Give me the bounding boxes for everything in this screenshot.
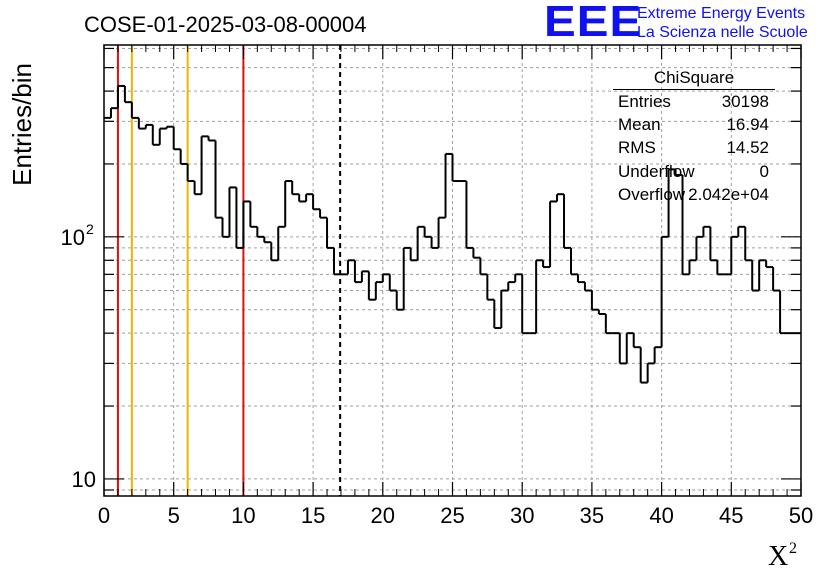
- axis-labels: Entries/bin X 2 0 5 10 15 20 25 30 35 40 45 501010…: [7, 63, 813, 572]
- grid: [104, 45, 801, 496]
- x-tick-label: 20: [371, 503, 395, 528]
- stats-title: ChiSquare: [613, 67, 775, 90]
- y-tick-label: 10: [61, 225, 85, 250]
- stats-value: 14.52: [726, 138, 769, 158]
- stats-value: 2.042e+04: [688, 184, 769, 204]
- page-title: COSE-01-2025-03-08-00004: [84, 12, 367, 37]
- x-tick-label: 50: [789, 503, 813, 528]
- x-tick-label: 15: [301, 503, 325, 528]
- x-axis-title-superscript: 2: [789, 540, 797, 557]
- eee-logo: EEE Extreme Energy Events La Scienza nel…: [544, 0, 834, 46]
- x-tick-label: 5: [168, 503, 180, 528]
- histogram: [104, 84, 801, 384]
- stats-label: Underflow: [618, 161, 695, 181]
- stats-label: RMS: [618, 138, 656, 158]
- x-tick-label: 30: [510, 503, 534, 528]
- stats-label: Overflow: [618, 184, 686, 204]
- logo-line-1: Extreme Energy Events: [637, 5, 806, 22]
- stats-label: Mean: [618, 115, 661, 135]
- stats-row-mean: Mean 16.94: [611, 113, 775, 136]
- stats-value: 30198: [721, 92, 769, 111]
- x-tick-label: 40: [649, 503, 673, 528]
- stats-value: 16.94: [726, 115, 769, 135]
- x-tick-label: 10: [231, 503, 255, 528]
- vertical-markers: [116, 45, 342, 496]
- axis-ticks: [103, 45, 802, 496]
- logo-line-2: La Scienza nelle Scuole: [637, 24, 808, 41]
- stats-value: 0: [759, 161, 769, 181]
- y-tick-label: 10: [72, 467, 96, 492]
- stats-row-rms: RMS 14.52: [611, 136, 775, 159]
- x-tick-label: 25: [440, 503, 464, 528]
- x-tick-label: 35: [580, 503, 604, 528]
- y-tick-label-exponent: 2: [86, 221, 94, 237]
- stats-row-entries: Entries 30198: [611, 90, 775, 113]
- stats-box: ChiSquare Entries 30198 Mean 16.94 RMS 1…: [611, 67, 775, 206]
- stats-row-underflow: Underflow 0: [611, 160, 775, 183]
- x-tick-label: 0: [98, 503, 110, 528]
- stats-row-overflow: Overflow 2.042e+04: [611, 183, 775, 206]
- x-tick-label: 45: [719, 503, 743, 528]
- x-axis-title: X: [768, 541, 788, 572]
- y-axis-title: Entries/bin: [7, 63, 37, 186]
- stats-label: Entries: [618, 92, 671, 111]
- eee-logo-mark: EEE: [544, 0, 643, 46]
